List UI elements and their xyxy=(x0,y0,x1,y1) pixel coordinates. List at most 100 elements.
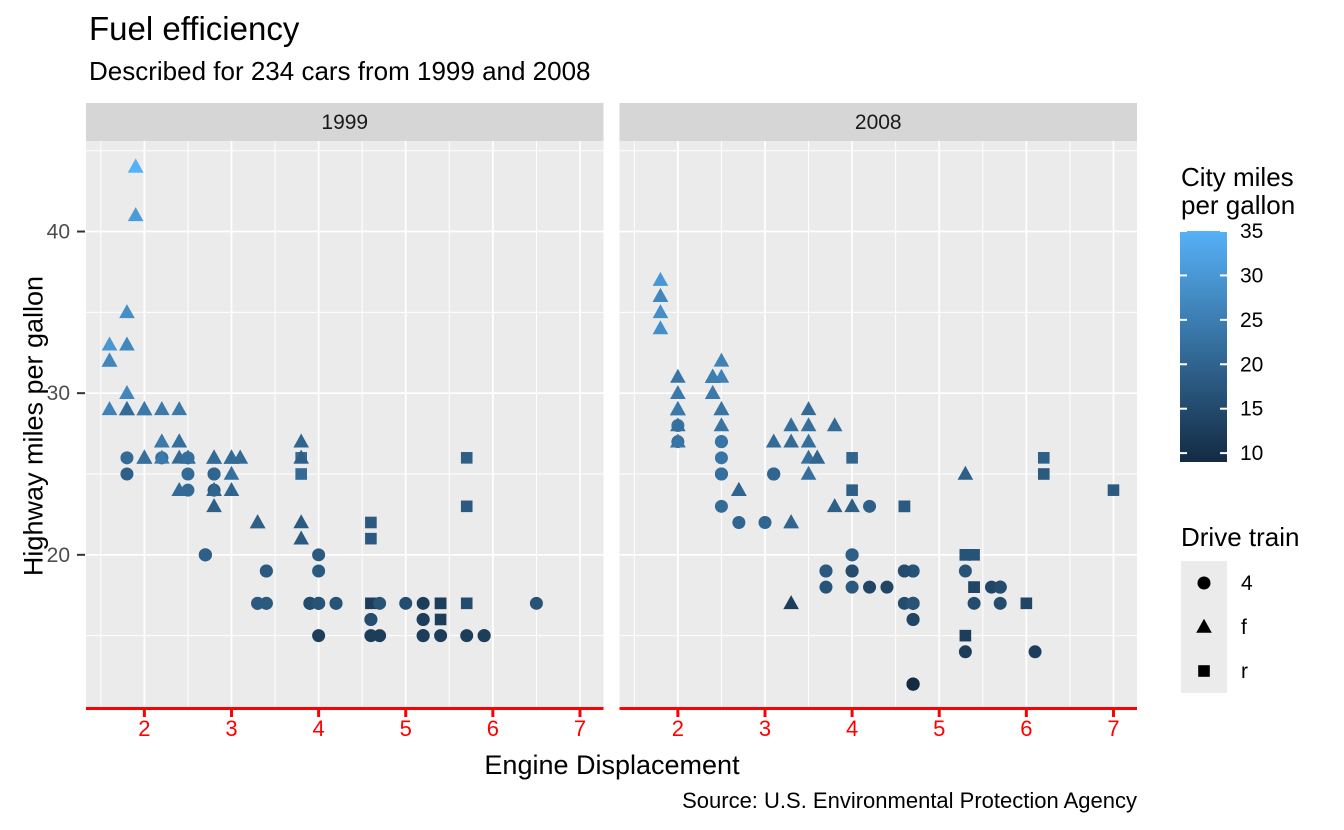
x-tick-label: 5 xyxy=(933,716,945,741)
data-point xyxy=(800,465,817,480)
facet-strip xyxy=(86,103,604,141)
data-point xyxy=(819,580,833,594)
x-tick-label: 6 xyxy=(1020,716,1032,741)
data-point xyxy=(844,498,860,513)
color-legend-tick-label: 35 xyxy=(1240,220,1263,243)
data-point xyxy=(181,467,195,481)
data-point xyxy=(101,401,118,416)
color-legend-tick-label: 15 xyxy=(1240,398,1263,421)
data-point xyxy=(767,467,781,481)
shape-legend xyxy=(1181,561,1227,693)
data-point xyxy=(714,499,728,513)
x-tick-label: 7 xyxy=(574,716,586,741)
data-point xyxy=(101,352,118,367)
data-point xyxy=(1107,484,1120,496)
data-point xyxy=(783,595,799,610)
data-point xyxy=(460,597,473,610)
data-point xyxy=(460,500,473,513)
data-point xyxy=(670,433,686,448)
data-point xyxy=(223,449,240,464)
shape-legend-label: 4 xyxy=(1241,572,1253,595)
data-point xyxy=(897,564,911,578)
data-point xyxy=(819,564,833,578)
data-point xyxy=(670,384,686,399)
data-point xyxy=(967,596,981,610)
data-point xyxy=(171,401,188,416)
x-tick-label: 4 xyxy=(312,716,324,741)
data-point xyxy=(416,629,430,643)
data-point xyxy=(399,596,413,610)
data-point xyxy=(223,465,240,480)
data-point xyxy=(959,629,972,642)
data-point xyxy=(765,433,782,448)
chart-caption: Source: U.S. Environmental Protection Ag… xyxy=(682,788,1137,813)
data-point xyxy=(652,304,669,319)
data-point xyxy=(136,401,153,416)
data-point xyxy=(329,596,343,610)
x-tick-label: 2 xyxy=(138,716,150,741)
data-point xyxy=(293,449,309,464)
data-point xyxy=(416,596,430,610)
data-point xyxy=(434,629,448,643)
data-point xyxy=(845,564,859,578)
data-point xyxy=(293,514,309,529)
data-point xyxy=(295,468,307,480)
data-point xyxy=(181,451,195,465)
y-axis-title: Highway miles per gallon xyxy=(18,275,49,577)
data-point xyxy=(1197,576,1211,590)
data-point xyxy=(713,352,730,367)
data-point xyxy=(120,451,134,465)
data-point xyxy=(670,417,686,432)
data-point xyxy=(714,467,728,481)
data-point xyxy=(704,384,721,399)
data-point xyxy=(206,498,222,513)
x-tick-label: 3 xyxy=(759,716,771,741)
data-point xyxy=(800,433,817,448)
data-point xyxy=(460,452,473,464)
color-legend-tick-label: 30 xyxy=(1240,264,1263,287)
data-point xyxy=(120,467,134,481)
data-point xyxy=(127,207,144,222)
data-point xyxy=(714,435,728,449)
color-legend-title: City miles xyxy=(1181,162,1294,192)
data-point xyxy=(1037,468,1050,480)
data-point xyxy=(119,336,135,351)
data-point xyxy=(714,451,728,465)
data-point xyxy=(652,271,669,286)
data-point xyxy=(153,449,170,464)
data-point xyxy=(259,564,273,578)
y-tick-label: 40 xyxy=(47,221,70,244)
data-point xyxy=(906,612,920,626)
data-point xyxy=(373,596,387,610)
chart-subtitle: Described for 234 cars from 1999 and 200… xyxy=(89,56,591,86)
data-point xyxy=(783,433,799,448)
data-point xyxy=(181,483,195,497)
data-point xyxy=(293,530,309,545)
y-tick-label: 30 xyxy=(47,382,70,405)
data-point xyxy=(365,597,377,610)
data-point xyxy=(968,581,980,593)
color-legend-tick-label: 25 xyxy=(1240,309,1263,332)
data-point xyxy=(153,433,170,448)
data-point xyxy=(670,368,686,383)
shape-legend-label: f xyxy=(1241,616,1247,639)
data-point xyxy=(416,612,430,626)
chart-title: Fuel efficiency xyxy=(89,10,300,47)
data-point xyxy=(312,629,326,643)
data-point xyxy=(898,500,911,513)
data-point xyxy=(136,449,153,464)
data-point xyxy=(1196,618,1212,633)
data-point xyxy=(312,596,326,610)
data-point xyxy=(259,596,273,610)
data-point xyxy=(783,417,799,432)
x-tick-label: 3 xyxy=(225,716,237,741)
data-point xyxy=(826,498,843,513)
data-point xyxy=(119,384,135,399)
facet-strip xyxy=(619,103,1137,141)
color-legend-title: per gallon xyxy=(1181,190,1295,220)
data-point xyxy=(365,532,377,545)
data-point xyxy=(713,417,730,432)
data-point xyxy=(958,645,972,659)
facet-2008 xyxy=(619,103,1137,717)
data-point xyxy=(206,481,222,496)
